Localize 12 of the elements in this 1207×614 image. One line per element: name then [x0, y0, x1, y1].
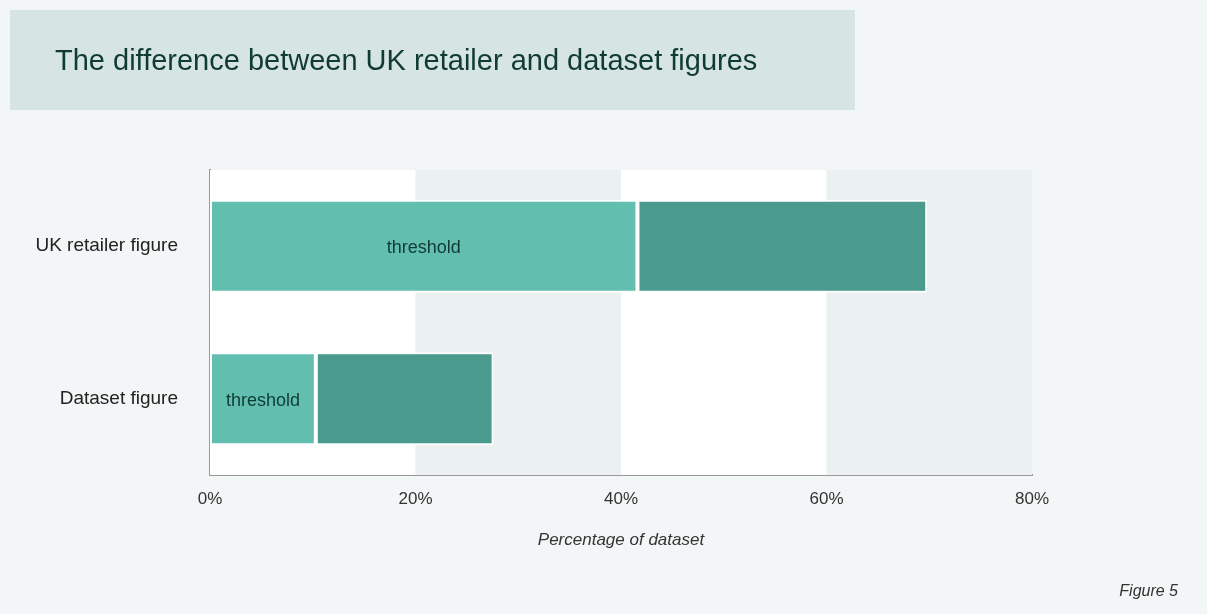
x-tick-label: 0% — [197, 488, 223, 508]
x-tick-label: 60% — [809, 488, 844, 508]
caption: Figure 5 — [1119, 582, 1179, 599]
series-label: threshold — [225, 389, 300, 410]
x-tick-label: 80% — [1014, 488, 1050, 508]
x-tick-label: 40% — [603, 488, 639, 508]
y-tick-label: Dataset figure — [59, 386, 178, 408]
chart-title: The difference between UK retailer and dataset figures — [10, 10, 855, 110]
y-tick-label: UK retailer figure — [35, 234, 178, 256]
x-axis-title: Percentage of dataset — [537, 529, 706, 549]
text: threshold — [386, 237, 461, 258]
x-tick-label: 20% — [398, 488, 433, 508]
